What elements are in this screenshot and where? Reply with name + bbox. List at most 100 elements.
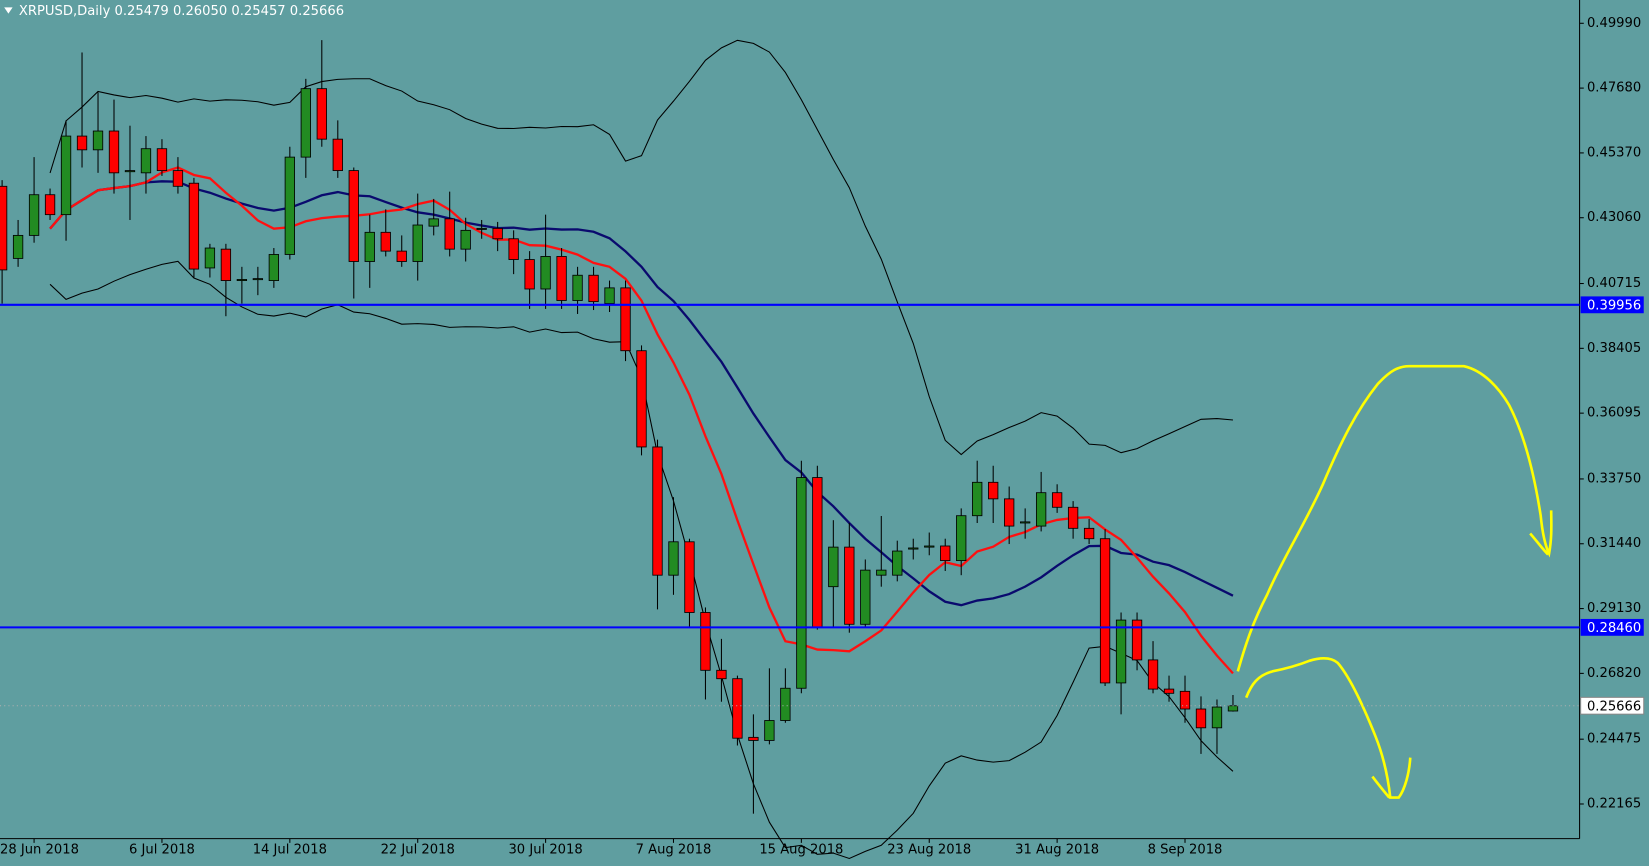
menu-arrow[interactable] [4,7,13,14]
candle-body [716,669,727,680]
annotation-curve [1244,656,1412,799]
candle-body [1004,498,1015,527]
y-tick-label: 0.47680 [1587,81,1641,96]
candle-body [668,541,679,576]
last-price-box [1580,696,1645,715]
candle-body [124,170,136,173]
candle-body [812,477,823,628]
candle-body [620,287,631,352]
candle-body [956,515,967,562]
candle-body [588,274,599,303]
candle-body [220,248,232,281]
x-tick-label: 30 Jul 2018 [508,843,582,858]
candle-body [332,138,343,172]
candle-body [12,234,24,259]
candle-body [476,227,487,230]
x-tick-label: 31 Aug 2018 [1015,843,1099,858]
candle-body [92,130,104,151]
candle-body [428,218,439,227]
candle-body [1099,538,1111,684]
candle-body [828,546,839,588]
candle-body [636,350,647,448]
candle-body [28,194,40,236]
x-tick-label: 15 Aug 2018 [759,843,843,858]
candle-body [1020,521,1031,524]
y-tick-label: 0.22165 [1587,796,1641,811]
bollinger-upper [49,39,1234,456]
candle-body [876,569,887,576]
candle-body [76,135,88,151]
candle-body [540,256,551,290]
candle-body [172,170,184,187]
candle-body [892,550,903,576]
y-tick-label: 0.26820 [1587,666,1641,681]
candle-body [988,481,999,500]
candle-body [1115,619,1127,684]
y-tick-label: 0.29130 [1587,601,1641,616]
candle-body [380,231,391,252]
chart-title: XRPUSD,Daily 0.25479 0.26050 0.25457 0.2… [19,4,344,19]
candle-body [780,687,791,721]
x-tick-label: 8 Sep 2018 [1148,843,1223,858]
x-tick-label: 23 Aug 2018 [887,843,971,858]
x-tick-label: 7 Aug 2018 [636,843,712,858]
candle-body [1179,690,1191,710]
y-tick-label: 0.43060 [1587,210,1641,225]
candle-body [764,720,775,741]
candle-body [748,736,759,741]
candle-body [524,259,535,290]
candle-body [316,88,327,140]
candle-body [1035,492,1047,527]
candle-body [604,287,615,305]
y-tick-label: 0.24475 [1587,732,1641,747]
candle-body [940,545,951,562]
candle-body [268,254,280,281]
candle-body [508,238,519,260]
y-tick-label: 0.31440 [1587,536,1641,551]
y-tick-label: 0.33750 [1587,471,1641,486]
candle-body [1147,659,1159,690]
moving-average-fast [49,166,1234,675]
candle-body [396,250,407,262]
candle-body [1083,527,1095,540]
last-price-label: 0.25666 [1587,699,1641,714]
candle-body [236,279,248,281]
moving-average-slow [49,180,1234,607]
candle-body [556,256,567,301]
candle-body [364,231,375,262]
candle-body [284,156,295,255]
indicators [49,39,1234,860]
price-label: 0.39956 [1587,298,1641,313]
y-tick-label: 0.45370 [1587,145,1641,160]
x-tick-label: 22 Jul 2018 [381,843,455,858]
candle-body [348,170,359,262]
candle-body [572,274,583,301]
candle-body [652,446,663,576]
price-label-box [1580,296,1644,314]
candle-body [908,547,919,550]
candle-body [60,135,72,216]
x-tick-label: 6 Jul 2018 [129,843,195,858]
candle-body [1195,708,1207,729]
candle-body [844,546,855,625]
candle-body [1163,688,1175,694]
candle-body [412,224,423,262]
plot [0,40,1239,814]
candle-body [924,545,935,548]
candle-body [188,182,200,270]
candle-body [140,148,152,174]
y-tick-label: 0.36095 [1587,406,1641,421]
candle-body [300,88,311,158]
candle-body [0,185,8,271]
x-tick-label: 28 Jun 2018 [0,843,79,858]
y-tick-label: 0.38405 [1587,341,1641,356]
candle-body [796,477,807,689]
candle-body [252,278,264,281]
candle-body [108,130,120,174]
price-label-box [1580,618,1644,636]
candle-body [492,227,503,240]
y-tick-label: 0.49990 [1587,16,1641,31]
candle-body [684,541,695,613]
